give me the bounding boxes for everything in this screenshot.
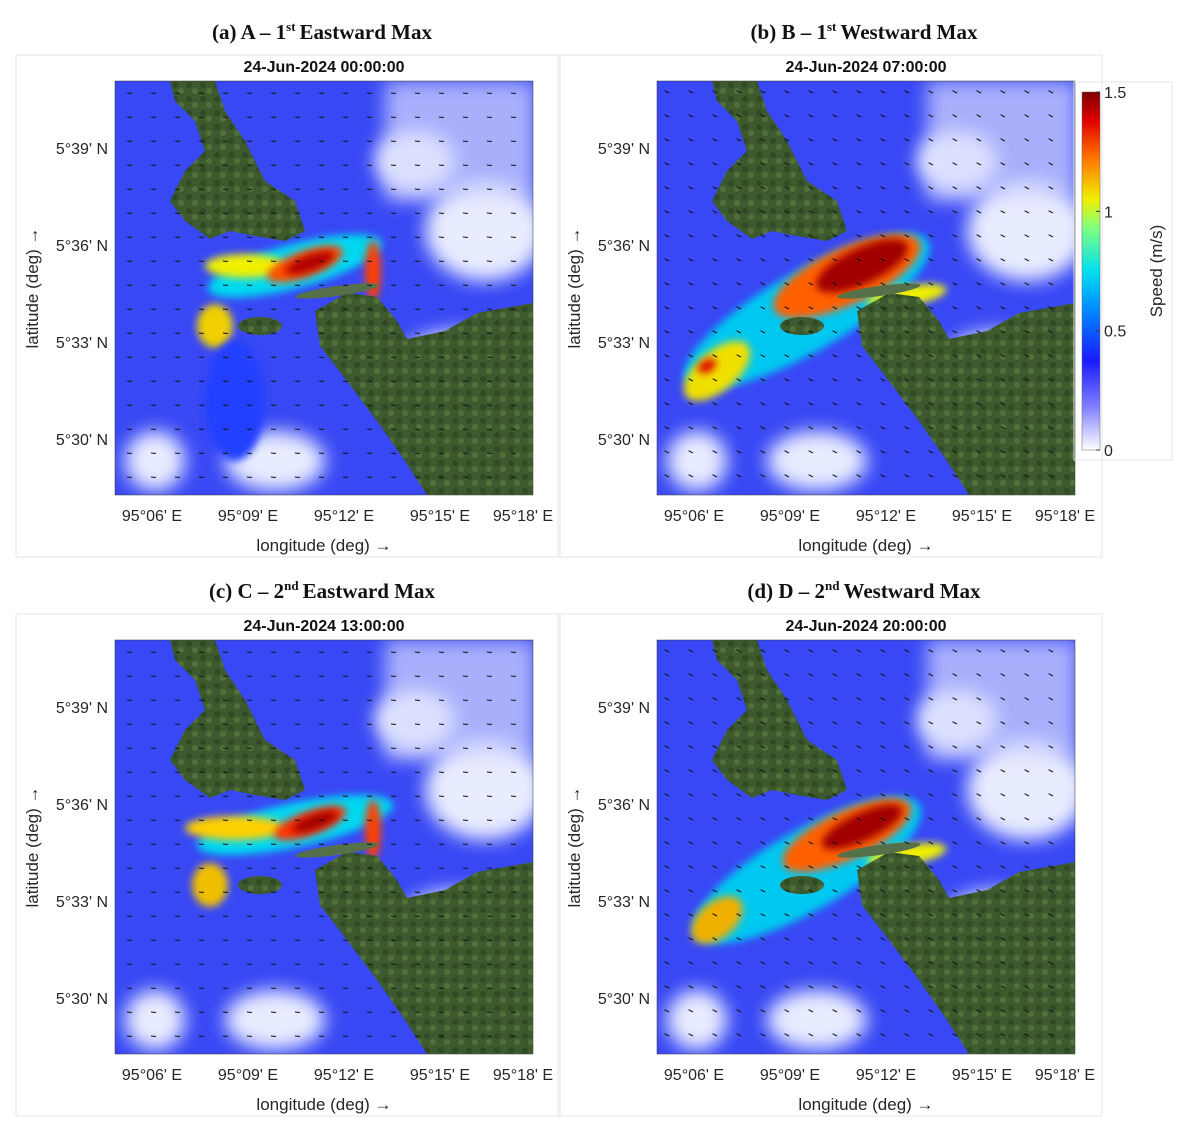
x-tick-label: 95°06' E [664,508,724,525]
y-tick-label: 5°30' N [56,432,108,449]
y-tick-label: 5°36' N [56,797,108,814]
title-text: (c) C – 2 [209,579,284,603]
island [238,317,282,335]
x-tick-label: 95°15' E [952,1067,1012,1084]
x-tick-label: 95°06' E [122,508,182,525]
y-tick-label: 5°39' N [598,141,650,158]
fast-current [365,241,381,301]
y-tick-label: 5°36' N [56,238,108,255]
y-tick-label: 5°36' N [598,797,650,814]
map [657,81,1087,495]
colorbar-tick-label: 1.5 [1104,85,1126,102]
colorbar-tick-label: 1 [1104,204,1113,221]
timestamp: 24-Jun-2024 13:00:00 [244,618,405,635]
slack-water [767,431,867,491]
slack-water [767,990,867,1050]
x-tick-label: 95°09' E [218,508,278,525]
y-tick-label: 5°39' N [598,700,650,717]
x-tick-label: 95°18' E [493,508,553,525]
title-text: Westward Max [840,20,978,44]
x-tick-label: 95°18' E [493,1067,553,1084]
x-tick-label: 95°06' E [122,1067,182,1084]
x-axis-label: longitude (deg) → [256,1095,391,1114]
slack-water [125,431,185,491]
x-tick-label: 95°09' E [760,508,820,525]
timestamp: 24-Jun-2024 07:00:00 [786,59,947,76]
title-superscript: st [827,19,837,34]
map [115,640,545,1054]
x-tick-label: 95°18' E [1035,508,1095,525]
x-axis-label: longitude (deg) → [256,536,391,555]
timestamp: 24-Jun-2024 00:00:00 [244,59,405,76]
y-axis-label: latitude (deg) → [565,228,584,349]
y-tick-label: 5°33' N [598,894,650,911]
panel-title: (c) C – 2nd Eastward Max [209,578,436,603]
x-tick-label: 95°09' E [218,1067,278,1084]
y-tick-label: 5°30' N [56,991,108,1008]
title-superscript: nd [284,578,299,593]
colorbar-tick-label: 0.5 [1104,324,1126,341]
x-tick-label: 95°12' E [314,1067,374,1084]
y-axis-label: latitude (deg) → [565,787,584,908]
slack-water [927,81,1077,201]
slack-water [225,990,325,1050]
y-tick-label: 5°33' N [56,335,108,352]
fast-current [192,863,228,907]
title-text: Eastward Max [303,579,436,603]
x-tick-label: 95°09' E [760,1067,820,1084]
y-tick-label: 5°30' N [598,432,650,449]
slack-water [927,640,1077,760]
x-tick-label: 95°06' E [664,1067,724,1084]
map [115,81,545,495]
y-tick-label: 5°39' N [56,700,108,717]
y-axis-label: latitude (deg) → [23,787,42,908]
y-tick-label: 5°39' N [56,141,108,158]
x-tick-label: 95°18' E [1035,1067,1095,1084]
y-axis-label: latitude (deg) → [23,228,42,349]
colorbar-label: Speed (m/s) [1147,225,1166,318]
title-text: (a) A – 1 [212,20,286,44]
y-tick-label: 5°33' N [56,894,108,911]
fast-current [197,304,233,348]
x-tick-label: 95°15' E [952,508,1012,525]
title-text: (b) B – 1 [751,20,827,44]
slack-water [667,990,727,1050]
y-tick-label: 5°30' N [598,991,650,1008]
y-tick-label: 5°36' N [598,238,650,255]
title-superscript: nd [825,578,840,593]
x-tick-label: 95°12' E [856,1067,916,1084]
panel-title: (a) A – 1st Eastward Max [212,19,432,44]
fast-current [365,800,381,860]
map [657,640,1087,1054]
title-text: (d) D – 2 [747,579,825,603]
x-tick-label: 95°15' E [410,508,470,525]
timestamp: 24-Jun-2024 20:00:00 [786,618,947,635]
slack-water [667,431,727,491]
title-text: Westward Max [843,579,981,603]
y-tick-label: 5°33' N [598,335,650,352]
x-tick-label: 95°15' E [410,1067,470,1084]
x-axis-label: longitude (deg) → [798,1095,933,1114]
fast-current [205,341,265,461]
colorbar [1082,92,1100,450]
colorbar-tick-label: 0 [1104,443,1113,460]
slack-water [125,990,185,1050]
island [238,876,282,894]
title-superscript: st [286,19,296,34]
x-tick-label: 95°12' E [314,508,374,525]
title-text: Eastward Max [300,20,433,44]
x-tick-label: 95°12' E [856,508,916,525]
x-axis-label: longitude (deg) → [798,536,933,555]
